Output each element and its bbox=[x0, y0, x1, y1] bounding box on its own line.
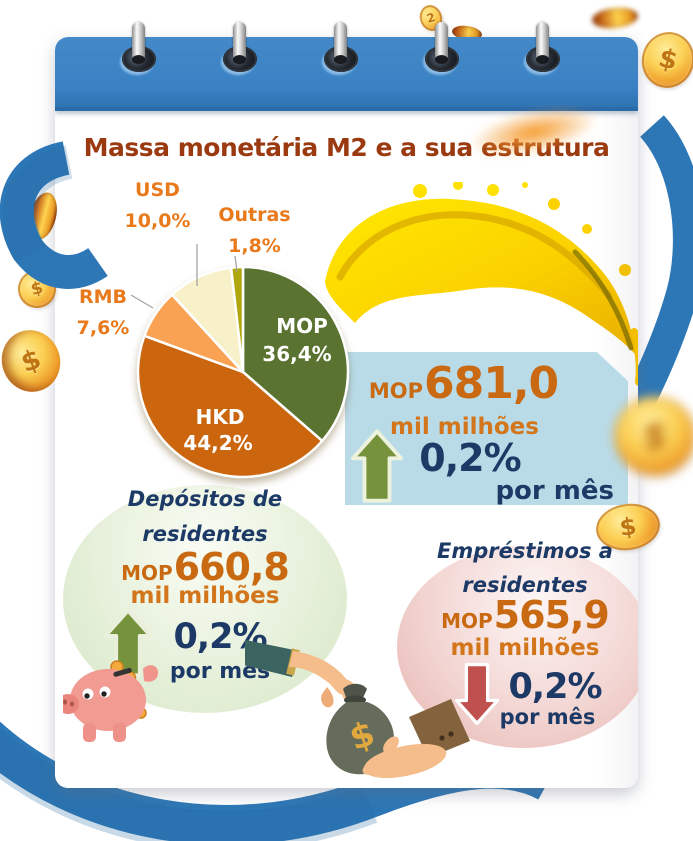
binder-ring bbox=[324, 22, 358, 72]
binder-ring bbox=[122, 22, 156, 72]
pie-label-hkd: HKD bbox=[196, 405, 245, 429]
hand-giving-sleeve bbox=[245, 639, 299, 677]
loans-change: 0,2% bbox=[508, 667, 602, 707]
pie-slice-hkd bbox=[136, 334, 324, 479]
ribbon-right bbox=[621, 115, 693, 416]
amount-value: 565,9 bbox=[493, 593, 610, 637]
loans-amount: MOP 565,9 bbox=[385, 593, 638, 637]
money-exchange-illustration: $ bbox=[245, 639, 470, 779]
pie-callout-outras: Outras 1,8% bbox=[218, 204, 291, 257]
coin-slot bbox=[113, 667, 132, 677]
loans-title-line1: Empréstimos a bbox=[437, 539, 613, 563]
currency-label: MOP bbox=[441, 609, 493, 633]
up-arrow-icon bbox=[351, 429, 403, 503]
binder-ring bbox=[223, 22, 257, 72]
leader-line-outras bbox=[234, 255, 238, 273]
deposits-title-line1: Depósitos de bbox=[127, 487, 283, 511]
loans-unit: mil milhões bbox=[450, 635, 600, 661]
pie-slice-mop bbox=[241, 265, 350, 443]
currency-label: MOP bbox=[368, 379, 423, 403]
amount-value: 681,0 bbox=[423, 358, 559, 409]
m2-change: 0,2% bbox=[419, 436, 521, 480]
money-bag-neck bbox=[343, 683, 367, 700]
deposits-unit: mil milhões bbox=[130, 583, 280, 609]
piggy-bank-icon bbox=[63, 660, 159, 742]
coin-icon bbox=[591, 5, 639, 31]
notebook-page: Massa monetária M2 e a sua estrutura bbox=[55, 37, 638, 788]
m2-unit: mil milhões bbox=[390, 414, 539, 440]
coin-icon: $ bbox=[13, 265, 61, 313]
pie-label-mop: MOP bbox=[276, 314, 328, 338]
m2-amount: MOP 681,0 bbox=[345, 358, 605, 409]
deposits-title-line2: residentes bbox=[142, 522, 268, 546]
pie-value-hkd: 44,2% bbox=[183, 431, 252, 455]
loans-title-line2: residentes bbox=[462, 573, 588, 597]
piggy-ear bbox=[143, 665, 159, 682]
down-arrow-icon bbox=[454, 663, 500, 725]
deposits-amount: MOP 660,8 bbox=[55, 545, 355, 589]
pie-callout-usd: USD 10,0% bbox=[124, 179, 191, 232]
coin-icon: $ bbox=[635, 26, 693, 94]
pie-value-mop: 36,4% bbox=[262, 342, 331, 366]
currency-label: MOP bbox=[121, 561, 173, 585]
pie-callout-rmb: RMB 7,6% bbox=[76, 286, 130, 339]
m2-period: por mês bbox=[495, 476, 614, 506]
leader-line-rmb bbox=[130, 294, 154, 309]
m2-total-box: MOP 681,0 mil milhões 0,2% por mês bbox=[345, 352, 628, 505]
binder-ring bbox=[526, 22, 560, 72]
binder-ring bbox=[425, 22, 459, 72]
hand-giving bbox=[289, 651, 351, 696]
pie-chart: MOP 36,4% HKD 44,2% bbox=[130, 244, 350, 479]
amount-value: 660,8 bbox=[173, 545, 290, 589]
